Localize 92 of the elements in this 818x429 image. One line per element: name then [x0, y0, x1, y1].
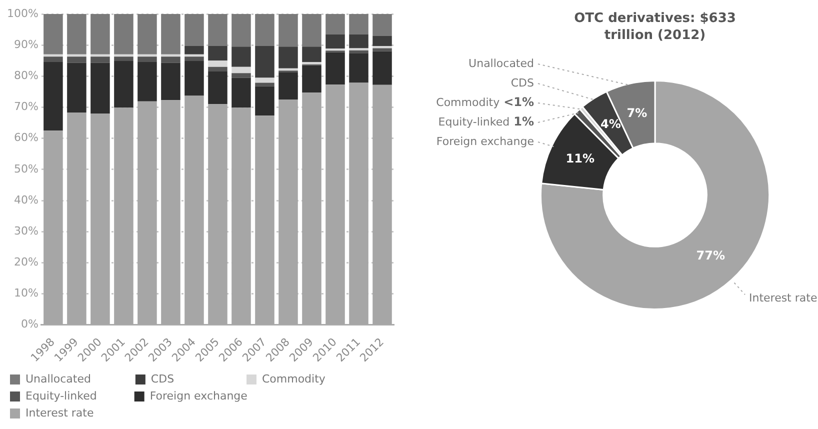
bar [184, 14, 204, 46]
bar [372, 48, 392, 52]
data-label: 4% [600, 116, 621, 131]
legend-label: Commodity [262, 372, 371, 386]
bar [232, 14, 251, 47]
y-tick-label: 30% [14, 224, 38, 238]
bar [67, 14, 86, 54]
bar [161, 62, 180, 100]
bar [302, 46, 322, 62]
bar [44, 56, 63, 62]
bar [349, 14, 368, 34]
bar [208, 46, 228, 61]
bar [349, 34, 368, 48]
bar [44, 62, 63, 131]
bar [44, 54, 63, 57]
y-tick-label: 90% [14, 38, 38, 51]
y-tick-label: 20% [14, 256, 38, 269]
bar [90, 14, 110, 54]
y-tick-label: 40% [14, 193, 38, 206]
legend-label: CDS [150, 372, 240, 386]
bar [255, 86, 274, 116]
bar [232, 46, 251, 67]
chart-title: OTC derivatives: $633 trillion (2012) [573, 10, 737, 44]
bar [67, 54, 86, 57]
bar [184, 56, 204, 61]
bar [278, 14, 298, 47]
bar [161, 54, 180, 57]
data-label: 1% [514, 114, 534, 129]
y-tick-label: 0% [20, 318, 38, 331]
bar [255, 82, 274, 86]
bar [161, 14, 180, 54]
bar [114, 60, 134, 108]
data-label: 7% [626, 106, 648, 120]
bar [184, 54, 204, 57]
bar [161, 56, 180, 63]
legend-label: Unallocated [26, 372, 130, 386]
bar [326, 34, 345, 49]
bar [278, 68, 298, 71]
bar [208, 66, 228, 72]
data-label: 77% [696, 248, 725, 263]
bar [138, 54, 157, 57]
bar [372, 51, 392, 85]
bar [90, 56, 110, 63]
bar [208, 14, 228, 46]
legend-label: Foreign exchange [150, 389, 268, 402]
legend-label: Equity-linked [26, 389, 128, 402]
bar [302, 65, 322, 93]
slice-label: Foreign exchange [436, 134, 534, 148]
bar [67, 62, 86, 113]
data-label: 11% [566, 151, 595, 166]
y-tick-label: 10% [14, 286, 38, 300]
y-tick-label: 60% [14, 131, 38, 144]
slice-label: CDS [510, 76, 534, 90]
bar [90, 62, 110, 114]
y-tick-label: 100% [6, 6, 38, 20]
bar [44, 14, 63, 54]
data-label: <1% [504, 95, 534, 110]
slice-label: Interest rate [748, 291, 818, 304]
bar [326, 52, 345, 85]
bar [114, 56, 134, 61]
slice-label: Unallocated [468, 56, 534, 70]
bar [114, 14, 134, 54]
slice-label: Commodity [436, 96, 500, 109]
bar [232, 78, 251, 108]
bar [349, 50, 368, 54]
bar [67, 56, 86, 63]
bar [278, 72, 298, 100]
bar [184, 60, 204, 96]
bar [349, 53, 368, 83]
bar [255, 46, 274, 78]
bar [372, 14, 392, 36]
bar [326, 14, 345, 34]
y-tick-label: 70% [14, 100, 38, 114]
bar [184, 46, 204, 54]
bar [302, 14, 322, 47]
bar [232, 73, 251, 78]
y-tick-label: 50% [14, 162, 38, 176]
legend-label: Interest rate [26, 406, 126, 420]
bar [255, 14, 274, 46]
bar [138, 14, 157, 54]
bar [232, 66, 251, 74]
bar [208, 72, 228, 104]
bar [138, 56, 157, 62]
bar [255, 78, 274, 83]
bar [372, 36, 392, 46]
bar [208, 60, 228, 67]
bar [138, 62, 157, 102]
bar [90, 54, 110, 57]
bar [278, 46, 298, 68]
y-tick-label: 80% [14, 69, 38, 82]
slice-label: Equity-linked [438, 115, 510, 128]
bar [114, 54, 134, 57]
